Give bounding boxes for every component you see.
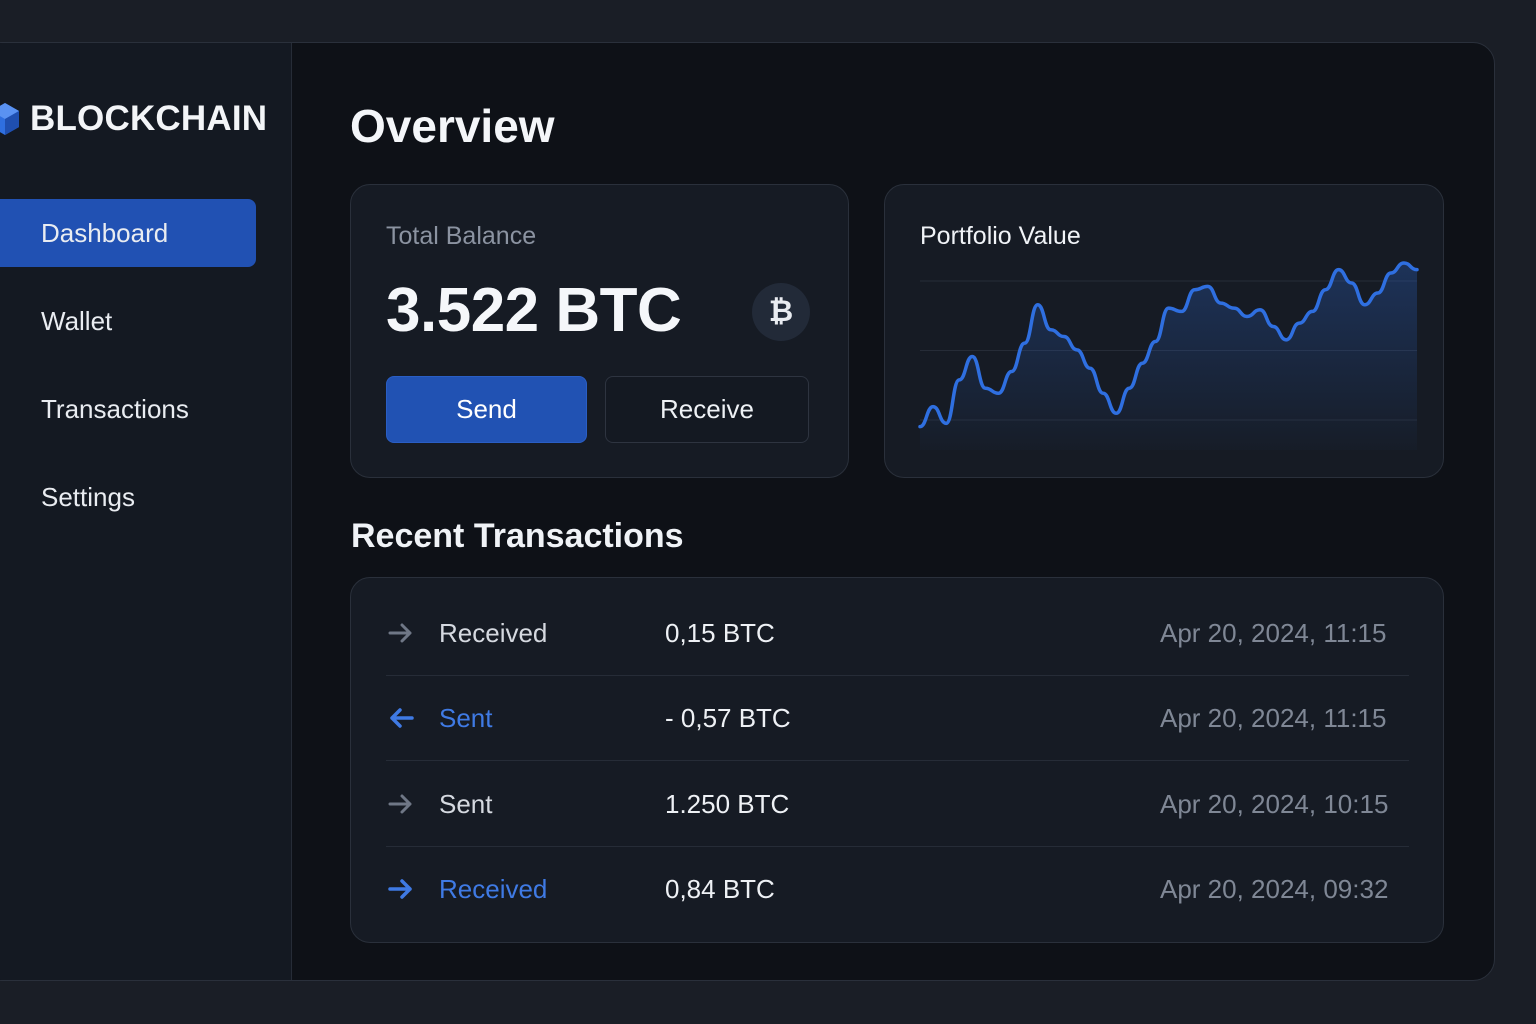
sidebar-item-transactions[interactable]: Transactions <box>0 375 292 443</box>
transaction-type: Received <box>439 874 548 904</box>
brand[interactable]: BLOCKCHAIN <box>0 97 267 141</box>
balance-value: 3.522 BTC <box>386 276 682 345</box>
portfolio-area <box>920 263 1417 450</box>
transaction-date: Apr 20, 2024, 09:32 <box>1160 874 1389 904</box>
transaction-date: Apr 20, 2024, 11:15 <box>1160 703 1387 733</box>
transaction-amount: - 0,57 BTC <box>665 703 791 733</box>
portfolio-chart <box>918 261 1419 450</box>
arrow-right-icon <box>388 623 412 643</box>
balance-label: Total Balance <box>386 222 537 250</box>
send-button[interactable]: Send <box>386 376 587 443</box>
transaction-date: Apr 20, 2024, 11:15 <box>1160 618 1387 648</box>
divider <box>386 846 1409 847</box>
sidebar-item-label: Transactions <box>41 393 189 424</box>
sidebar-item-label: Settings <box>41 481 135 512</box>
portfolio-line <box>918 261 1419 429</box>
chart-title: Portfolio Value <box>920 222 1081 250</box>
transactions-card: Received 0,15 BTC Apr 20, 2024, 11:15 Se… <box>350 577 1444 943</box>
table-row[interactable]: Sent - 0,57 BTC Apr 20, 2024, 11:15 <box>351 675 1445 761</box>
transaction-amount: 1.250 BTC <box>665 789 790 819</box>
transaction-type: Received <box>439 618 548 648</box>
main-content: Overview Total Balance 3.522 BTC ₿ Send … <box>292 43 1494 980</box>
recent-transactions-title: Recent Transactions <box>351 517 684 555</box>
cube-logo-icon <box>0 103 19 135</box>
table-row[interactable]: Sent 1.250 BTC Apr 20, 2024, 10:15 <box>351 761 1445 847</box>
transaction-type: Sent <box>439 703 493 733</box>
page-title: Overview <box>350 100 555 152</box>
transaction-amount: 0,15 BTC <box>665 618 775 648</box>
sidebar-item-wallet[interactable]: Wallet <box>0 287 292 355</box>
app-window: BLOCKCHAIN Dashboard Wallet <box>0 42 1495 981</box>
divider <box>386 675 1409 676</box>
portfolio-chart-card: Portfolio Value <box>884 184 1444 478</box>
transaction-amount: 0,84 BTC <box>665 874 775 904</box>
arrow-right-icon <box>388 794 412 814</box>
sidebar-item-settings[interactable]: Settings <box>0 463 292 531</box>
sidebar-item-label: Wallet <box>41 305 113 336</box>
sidebar: BLOCKCHAIN Dashboard Wallet <box>0 43 292 980</box>
arrow-left-icon <box>390 708 414 728</box>
divider <box>386 760 1409 761</box>
bitcoin-icon: ₿ <box>752 283 810 341</box>
sidebar-item-dashboard[interactable]: Dashboard <box>0 199 256 267</box>
sidebar-item-label: Dashboard <box>41 217 169 248</box>
table-row[interactable]: Received 0,15 BTC Apr 20, 2024, 11:15 <box>351 590 1445 676</box>
table-row[interactable]: Received 0,84 BTC Apr 20, 2024, 09:32 <box>351 846 1445 932</box>
sidebar-nav: Dashboard Wallet Transactions <box>0 199 292 551</box>
transaction-type: Sent <box>439 789 493 819</box>
brand-name: BLOCKCHAIN <box>30 99 268 138</box>
arrow-right-icon <box>388 879 412 899</box>
transaction-date: Apr 20, 2024, 10:15 <box>1160 789 1389 819</box>
balance-card: Total Balance 3.522 BTC ₿ Send Receive <box>350 184 849 478</box>
receive-button[interactable]: Receive <box>605 376 809 443</box>
